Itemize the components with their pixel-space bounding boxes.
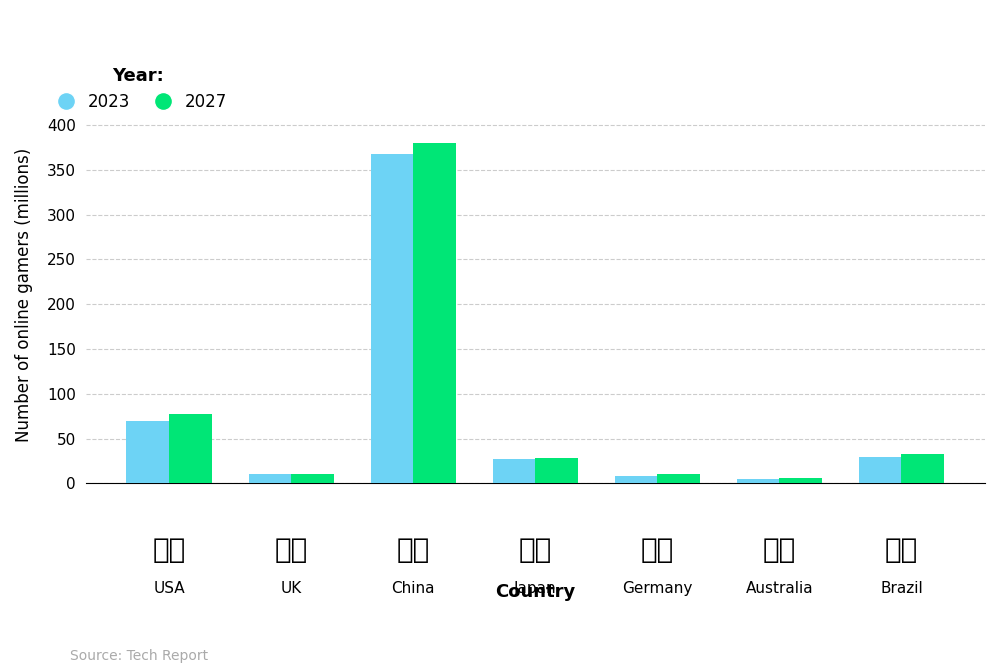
Bar — [859, 458, 901, 483]
Text: USA: USA — [153, 581, 185, 596]
Y-axis label: Number of online gamers (millions): Number of online gamers (millions) — [15, 148, 33, 442]
Bar — [901, 454, 944, 483]
Text: Australia: Australia — [746, 581, 813, 596]
Bar — [737, 479, 779, 483]
Bar — [291, 474, 334, 483]
Bar — [413, 143, 456, 483]
Bar — [615, 476, 657, 483]
Bar — [371, 154, 413, 483]
Bar — [169, 413, 212, 483]
Text: 🇺🇸: 🇺🇸 — [153, 536, 186, 564]
Bar — [657, 474, 700, 483]
Bar — [535, 458, 578, 483]
Text: Japan: Japan — [514, 581, 557, 596]
Legend: 2023, 2027: 2023, 2027 — [49, 67, 227, 111]
Bar — [779, 478, 822, 483]
Text: 🇨🇳: 🇨🇳 — [397, 536, 430, 564]
Text: 🇯🇵: 🇯🇵 — [519, 536, 552, 564]
Text: Brazil: Brazil — [880, 581, 923, 596]
Text: UK: UK — [281, 581, 302, 596]
Bar — [126, 421, 169, 483]
Text: China: China — [392, 581, 435, 596]
Text: 🇧🇷: 🇧🇷 — [885, 536, 918, 564]
Text: Source: Tech Report: Source: Tech Report — [70, 649, 208, 663]
Text: 🇩🇪: 🇩🇪 — [641, 536, 674, 564]
X-axis label: Country: Country — [495, 584, 575, 602]
Bar — [493, 459, 535, 483]
Text: 🇦🇺: 🇦🇺 — [763, 536, 796, 564]
Bar — [249, 474, 291, 483]
Text: 🇬🇧: 🇬🇧 — [275, 536, 308, 564]
Text: Germany: Germany — [622, 581, 693, 596]
